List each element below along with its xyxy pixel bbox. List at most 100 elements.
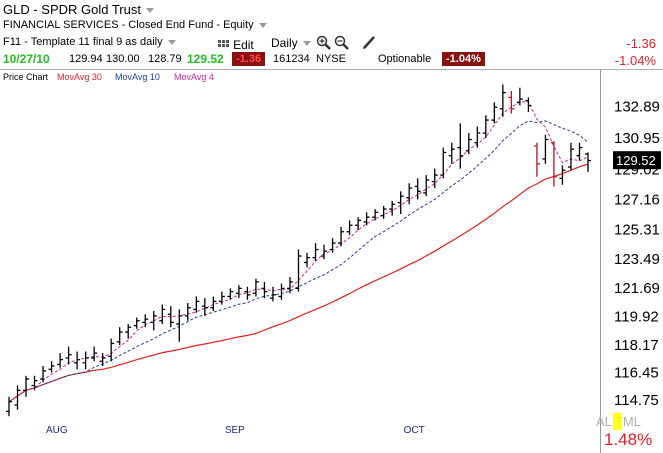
ohlc-bar [499,84,506,117]
price-chart-label: Price Chart [3,72,49,82]
ohlc-bar [261,281,268,299]
ohlc-bar [210,296,217,312]
ohlc-bar [278,283,285,300]
ohlc-bar [329,238,336,253]
draw-tool-button[interactable] [362,35,376,50]
ohlc-bar [355,217,362,231]
ohlc-bar [252,278,259,297]
quote-change-badge: -1.36 [232,52,266,66]
ohlc-bar [31,375,38,391]
pct-change-badge: -1.04% [442,52,485,66]
y-tick-label: 118.17 [614,337,659,354]
ohlc-bar [585,152,591,172]
ohlc-bar [559,165,566,185]
edit-button[interactable]: Edit [218,38,254,52]
quote-low: 128.79 [148,53,182,65]
ohlc-bar [159,304,166,324]
ohlc-bar [57,353,64,368]
ohlc-bar [6,396,12,417]
ohlc-bar [465,133,472,155]
ohlc-bar [48,361,55,373]
x-month-label: SEP [225,425,245,436]
ohlc-bar [474,126,481,148]
ohlc-bar [235,285,242,299]
price-chart[interactable]: 132.89130.95129.02127.16125.31123.49121.… [0,70,663,453]
ohlc-bar [74,351,81,370]
symbol-title-selector[interactable]: GLD - SPDR Gold Trust [3,2,154,17]
ohlc-bar [431,168,438,189]
ohlc-bar [193,296,200,313]
ohlc-bar [321,244,328,260]
ohlc-bar [133,317,140,329]
optionable-label: Optionable [378,53,432,65]
y-tick-label: 130.95 [614,130,660,147]
ohlc-bar [567,142,574,171]
y-tick-label: 125.31 [614,221,660,238]
ohlc-bar [414,178,421,200]
alert-al: AL [596,414,612,429]
quote-close: 129.52 [187,52,224,66]
ohlc-bar [363,212,370,226]
symbol-title: GLD - SPDR Gold Trust [3,2,141,17]
ohlc-bar [550,141,557,187]
ohlc-bar [167,306,174,328]
quote-volume: 161234 [273,53,310,65]
ohlc-bar [108,338,115,362]
ohlc-bar [482,115,489,138]
ohlc-bar [457,123,464,169]
ohlc-bar [40,366,47,383]
chevron-down-icon [258,22,267,28]
quote-change: -1.36 [232,52,266,66]
zoom-in-button[interactable] [316,35,331,50]
ohlc-bar [397,191,404,214]
period-label: Daily [271,36,298,50]
ohlc-bar [150,311,157,331]
last-price-tag-bg [613,151,661,170]
legend-ma30: MovAvg 30 [57,72,102,82]
quote-pct-change: -1.04% [442,52,485,66]
grid-icon [218,40,229,47]
ohlc-bar [516,87,523,106]
chevron-down-icon [302,41,311,47]
ohlc-bar [346,220,353,235]
ohlc-bar [23,375,30,397]
alert-highlight [613,413,622,430]
legend-ma10: MovAvg 10 [115,72,160,82]
ohlc-bar [201,298,208,316]
legend-ma4: MovAvg 4 [174,72,214,82]
ohlc-bar [491,102,498,124]
ohlc-bar [269,286,276,302]
ohlc-bar [440,147,447,179]
quote-high: 130.00 [106,53,140,65]
chevron-down-icon [167,39,176,45]
ohlc-bar [448,142,455,164]
ohlc-bar [380,205,387,219]
ohlc-bar [372,209,379,221]
ohlc-bar [576,142,583,161]
header: GLD - SPDR Gold Trust FINANCIAL SERVICES… [0,0,663,70]
zoom-out-button[interactable] [334,35,349,50]
industry-selector[interactable]: FINANCIAL SERVICES - Closed End Fund - E… [3,19,267,31]
ohlc-bar [244,286,251,300]
ohlc-bar [389,200,396,216]
ohlc-bar [542,134,549,164]
ohlc-bar [295,249,302,292]
quote-date: 10/27/10 [3,52,50,66]
ohlc-bar [14,385,21,410]
price-chart-frame[interactable] [0,70,601,453]
template-selector[interactable]: F11 - Template 11 final 9 as daily [3,36,176,48]
industry-label: FINANCIAL SERVICES - Closed End Fund - E… [3,19,254,31]
ohlc-bar [176,309,183,342]
quote-exchange: NYSE [316,53,346,65]
ohlc-bar [525,97,532,112]
y-tick-label: 116.45 [614,365,659,382]
ma10-line [8,120,589,403]
ohlc-bar [91,346,98,362]
ohlc-bar [533,142,540,177]
zoom-out-icon [334,35,349,50]
y-tick-label: 123.49 [614,251,660,268]
period-selector[interactable]: Daily [271,36,311,50]
ohlc-bar [227,288,234,300]
zoom-in-icon [316,35,331,50]
ohlc-bar [184,302,191,321]
